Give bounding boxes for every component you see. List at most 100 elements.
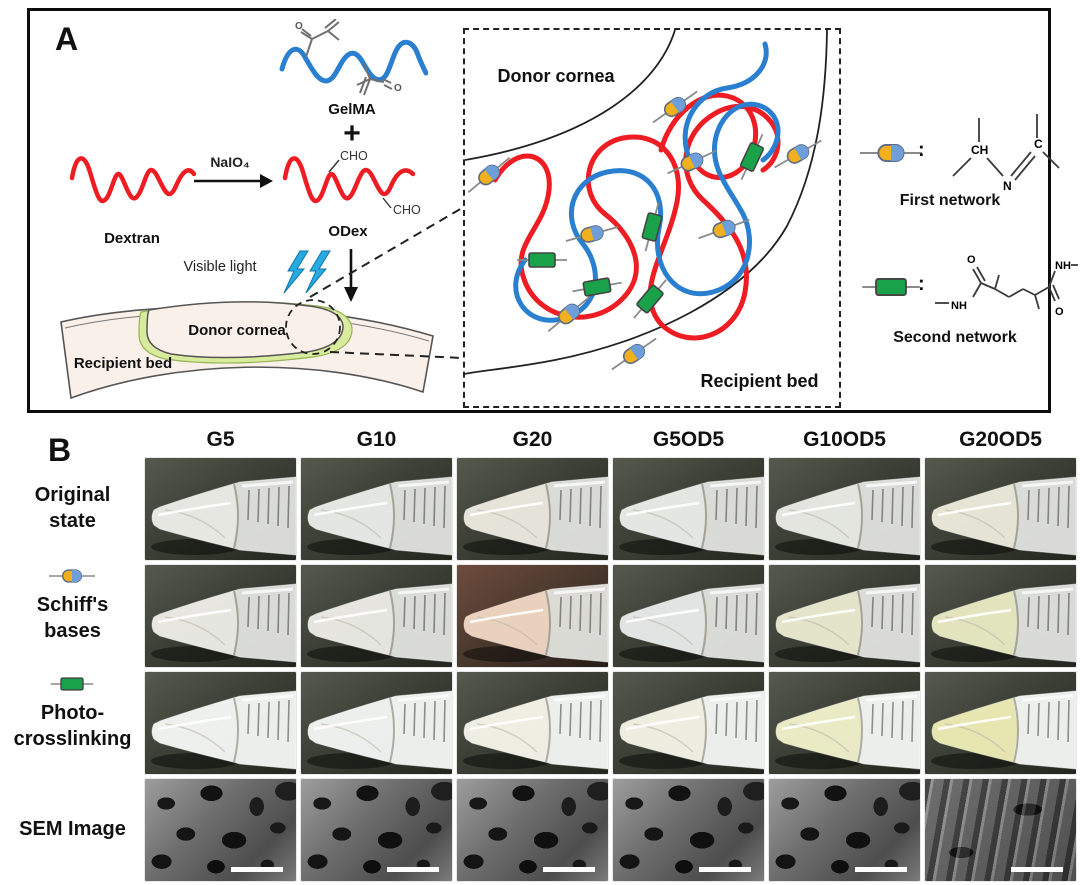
- network-inset-drawing: [462, 29, 828, 377]
- sem-scale-bar: [855, 867, 907, 872]
- sem-scale-bar: [231, 867, 283, 872]
- tube-photo: [931, 476, 1076, 556]
- sem-image-g20od5: [925, 779, 1076, 881]
- tube-photo: [151, 583, 296, 663]
- odex-label: ODex: [328, 223, 368, 240]
- visible-light-label: Visible light: [183, 259, 257, 275]
- graduation-marks: [715, 592, 758, 636]
- recipient-bed-label: Recipient bed: [73, 355, 173, 372]
- reaction-arrow: [194, 174, 273, 188]
- lightning-bolts-icon: [283, 250, 331, 294]
- photo-image-g20od5: [925, 672, 1076, 774]
- row-label-sem: SEM Image: [19, 818, 126, 840]
- first-network-structure: CH N C: [952, 114, 1060, 193]
- donor-cornea-label: Donor cornea: [188, 322, 286, 339]
- panel-b-label: B: [48, 432, 72, 468]
- graduation-marks: [559, 699, 602, 743]
- tube-photo: [619, 583, 764, 663]
- column-header-g10od5: G10OD5: [803, 428, 886, 451]
- panel-a: A O O GelMA + Dextran NaIO₄ CHO CHO ODex…: [27, 8, 1078, 413]
- tube-photo: [775, 690, 920, 770]
- inset-recipient-bed-label: Recipient bed: [700, 371, 819, 391]
- graduation-marks: [1027, 699, 1070, 743]
- cho-label: CHO: [340, 149, 368, 163]
- sem-image-g10: [301, 779, 452, 881]
- zoom-circle: [285, 299, 341, 355]
- graduation-marks: [403, 592, 446, 636]
- graduation-marks: [403, 699, 446, 743]
- sem-scale-bar: [387, 867, 439, 872]
- photo-image-g20: [457, 672, 608, 774]
- schiff-image-g20: [457, 565, 608, 667]
- tube-photo: [619, 476, 764, 556]
- graduation-marks: [871, 485, 914, 529]
- colon: :: [918, 139, 925, 161]
- c-atom-label: C: [1034, 137, 1043, 151]
- down-arrow-icon: [344, 249, 358, 302]
- graduation-marks: [1027, 485, 1070, 529]
- graduation-marks: [871, 592, 914, 636]
- photo-image-g10od5: [769, 672, 920, 774]
- tube-photo: [463, 690, 608, 770]
- tube-photo: [463, 476, 608, 556]
- original-image-g20: [457, 458, 608, 560]
- nh-atom-label: NH: [951, 300, 967, 312]
- graduation-marks: [715, 699, 758, 743]
- inset-donor-cornea-label: Donor cornea: [497, 66, 615, 86]
- graduation-marks: [559, 592, 602, 636]
- column-header-g5od5: G5OD5: [652, 428, 725, 451]
- network-inset: Donor cornea Recipient bed: [462, 28, 841, 408]
- sem-image-g5od5: [613, 779, 764, 881]
- sem-image-g20: [457, 779, 608, 881]
- photo-image-g5od5: [613, 672, 764, 774]
- n-atom-label: N: [1003, 179, 1012, 193]
- odex-chain: [492, 92, 781, 341]
- graduation-marks: [247, 592, 290, 636]
- photo-crosslink-icon: [43, 674, 101, 694]
- tube-photo: [307, 476, 452, 556]
- graduation-marks: [715, 485, 758, 529]
- schiff-image-g10: [301, 565, 452, 667]
- naio4-label: NaIO₄: [210, 154, 250, 170]
- gelma-molecule: O O: [279, 19, 428, 96]
- sem-image-g5: [145, 779, 296, 881]
- oxygen-atom-label: O: [394, 83, 402, 94]
- oxygen-atom-label: O: [295, 21, 303, 32]
- photo-image-g5: [145, 672, 296, 774]
- odex-molecule: [282, 156, 416, 209]
- colon: :: [918, 273, 925, 295]
- graduation-marks: [871, 699, 914, 743]
- sem-scale-bar: [1011, 867, 1063, 872]
- tube-photo: [775, 476, 920, 556]
- first-network-label: First network: [899, 192, 1001, 209]
- schiff-base-icon: [858, 143, 924, 163]
- graduation-marks: [1027, 592, 1070, 636]
- schiff-image-g5: [145, 565, 296, 667]
- tube-photo: [151, 690, 296, 770]
- sem-scale-bar: [543, 867, 595, 872]
- tube-photo: [931, 583, 1076, 663]
- original-image-g5od5: [613, 458, 764, 560]
- row-label-photo: Photo-crosslinking: [13, 702, 132, 750]
- cho-label: CHO: [393, 203, 421, 217]
- nh-atom-label: NH: [1055, 260, 1071, 272]
- schiff-base-icon: [43, 566, 101, 586]
- column-header-g20: G20: [512, 428, 553, 451]
- methacrylate-group-icon: [300, 19, 393, 96]
- original-image-g5: [145, 458, 296, 560]
- sem-image-g10od5: [769, 779, 920, 881]
- dextran-molecule: [69, 156, 196, 204]
- o-atom-label: O: [967, 254, 976, 266]
- plus-sign: +: [343, 117, 361, 150]
- row-label-original: Original state: [34, 484, 111, 532]
- photo-crosslink-icon: [861, 277, 921, 297]
- o-atom-label: O: [1055, 306, 1064, 318]
- tube-photo: [931, 690, 1076, 770]
- ch-atom-label: CH: [971, 143, 988, 157]
- schiff-image-g20od5: [925, 565, 1076, 667]
- zoom-dashed-lines: [309, 207, 464, 359]
- graduation-marks: [403, 485, 446, 529]
- panel-b: B G5 G10 G20 G5OD5 G10OD5 G20OD5 Original state…: [0, 415, 1080, 885]
- tube-photo: [775, 583, 920, 663]
- column-header-g20od5: G20OD5: [959, 428, 1042, 451]
